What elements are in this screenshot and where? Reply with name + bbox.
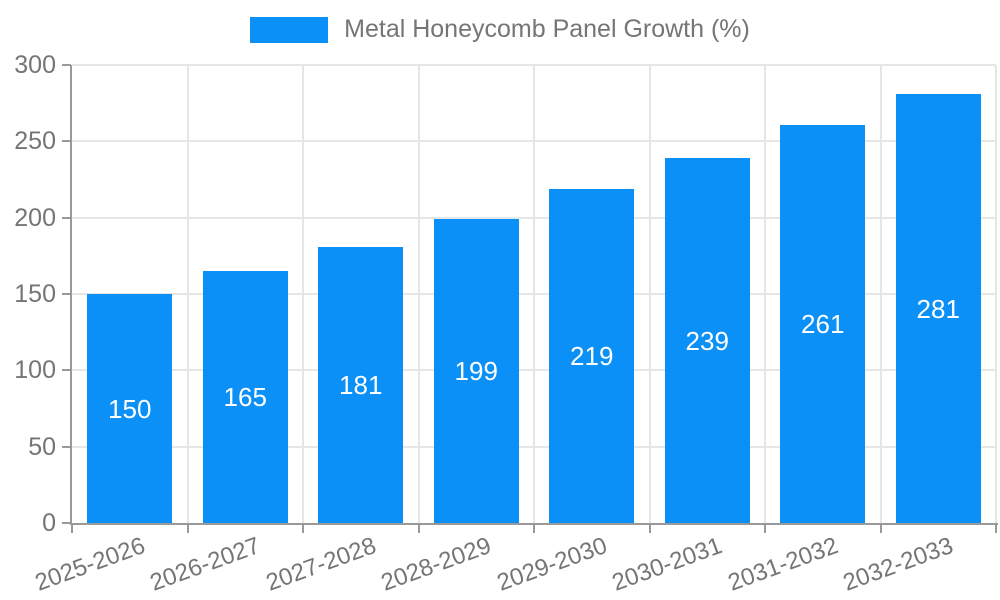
gridline-vertical xyxy=(417,65,420,523)
bar-value-label: 181 xyxy=(339,369,383,400)
gridline-vertical xyxy=(186,65,189,523)
bar[interactable] xyxy=(664,158,750,523)
x-axis-tick xyxy=(71,523,73,533)
y-axis-tick-label: 200 xyxy=(14,203,56,232)
y-axis-tick xyxy=(62,522,71,524)
x-axis-tick xyxy=(533,523,535,533)
y-axis-tick xyxy=(62,445,71,448)
legend[interactable]: Metal Honeycomb Panel Growth (%) xyxy=(0,15,1000,44)
bar-value-label: 150 xyxy=(108,393,152,424)
x-axis-tick-label: 2029-2030 xyxy=(493,532,611,597)
bar[interactable] xyxy=(895,94,981,523)
bar[interactable] xyxy=(780,124,866,523)
bar[interactable] xyxy=(318,246,404,523)
bar-value-label: 261 xyxy=(801,308,845,339)
x-axis-tick-label: 2026-2027 xyxy=(147,532,265,597)
bar[interactable] xyxy=(202,271,288,523)
gridline-vertical xyxy=(764,65,766,523)
y-axis-tick xyxy=(62,369,71,372)
y-axis-tick-label: 300 xyxy=(14,51,56,79)
gridline-vertical xyxy=(879,65,882,523)
bar-value-label: 281 xyxy=(916,293,960,324)
y-axis-tick-label: 0 xyxy=(42,509,56,537)
plot-area: 150 165 181 199 219 239 261 281 xyxy=(72,64,997,523)
y-axis-line xyxy=(70,65,72,525)
x-axis-tick xyxy=(648,523,651,533)
y-axis-tick-label: 150 xyxy=(14,280,56,308)
x-axis-tick-label: 2031-2032 xyxy=(724,532,842,597)
y-axis-tick xyxy=(62,216,71,219)
y-axis-tick xyxy=(62,293,71,295)
gridline-vertical xyxy=(995,65,997,523)
legend-label: Metal Honeycomb Panel Growth (%) xyxy=(344,15,750,43)
bar-value-label: 199 xyxy=(454,356,498,387)
legend-swatch xyxy=(250,16,329,43)
gridline-vertical xyxy=(302,65,304,523)
y-axis-tick xyxy=(62,64,71,66)
y-axis-tick-label: 250 xyxy=(14,127,56,156)
x-axis-tick-label: 2028-2029 xyxy=(378,532,496,597)
x-axis-tick xyxy=(417,523,420,533)
x-axis-tick xyxy=(995,523,997,533)
x-axis-tick-label: 2030-2031 xyxy=(609,532,727,597)
x-axis-tick xyxy=(764,523,766,533)
gridline-vertical xyxy=(648,65,651,523)
bar-value-label: 219 xyxy=(570,340,614,371)
gridline-vertical xyxy=(533,65,535,523)
bar[interactable] xyxy=(87,294,173,523)
x-axis-tick-label: 2025-2026 xyxy=(31,532,149,597)
x-axis-tick xyxy=(186,523,189,533)
x-axis-tick xyxy=(302,523,304,533)
y-axis-tick xyxy=(62,140,71,143)
x-axis-tick xyxy=(879,523,882,533)
y-axis-tick-label: 100 xyxy=(14,356,56,385)
bar-value-label: 165 xyxy=(223,382,267,413)
bar[interactable] xyxy=(433,219,519,523)
bar-value-label: 239 xyxy=(685,325,729,356)
y-axis-tick-label: 50 xyxy=(28,432,56,461)
x-axis-tick-label: 2032-2033 xyxy=(840,532,958,597)
bar[interactable] xyxy=(549,188,635,523)
x-axis-tick-label: 2027-2028 xyxy=(262,532,380,597)
